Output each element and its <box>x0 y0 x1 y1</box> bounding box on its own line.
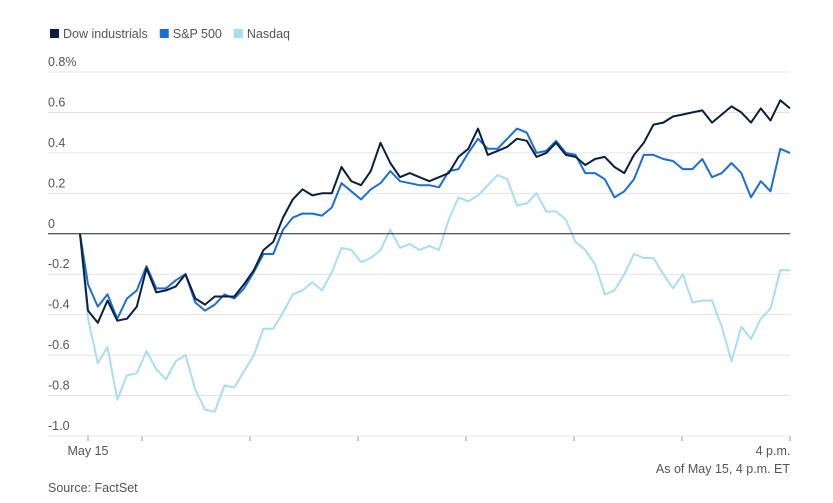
y-tick-label: -0.8 <box>48 379 70 393</box>
y-tick-label: -1.0 <box>48 419 70 433</box>
line-series <box>79 174 790 413</box>
legend-swatch <box>233 29 243 38</box>
x-tick-label: 4 p.m. <box>756 444 791 458</box>
legend-label: Dow industrials <box>63 27 148 41</box>
note: As of May 15, 4 p.m. ET <box>656 462 790 476</box>
y-tick-label: 0.2 <box>48 176 65 190</box>
y-tick-label: 0.8% <box>48 55 77 69</box>
x-axis-ticks <box>87 436 791 441</box>
y-tick-label: -0.6 <box>48 338 70 352</box>
legend-swatch <box>50 29 59 38</box>
y-tick-label: 0.4 <box>48 136 65 150</box>
legend-label: S&P 500 <box>173 27 222 41</box>
y-tick-label: -0.2 <box>48 257 70 271</box>
source: Source: FactSet <box>48 481 138 495</box>
y-tick-label: 0.6 <box>48 95 65 109</box>
y-tick-label: 0 <box>48 217 55 231</box>
line-series <box>79 127 791 320</box>
x-tick-label: May 15 <box>68 444 109 458</box>
legend-swatch <box>159 29 169 38</box>
line-series <box>79 99 791 324</box>
legend-label: Nasdaq <box>247 27 290 41</box>
y-tick-label: -0.4 <box>48 298 70 312</box>
